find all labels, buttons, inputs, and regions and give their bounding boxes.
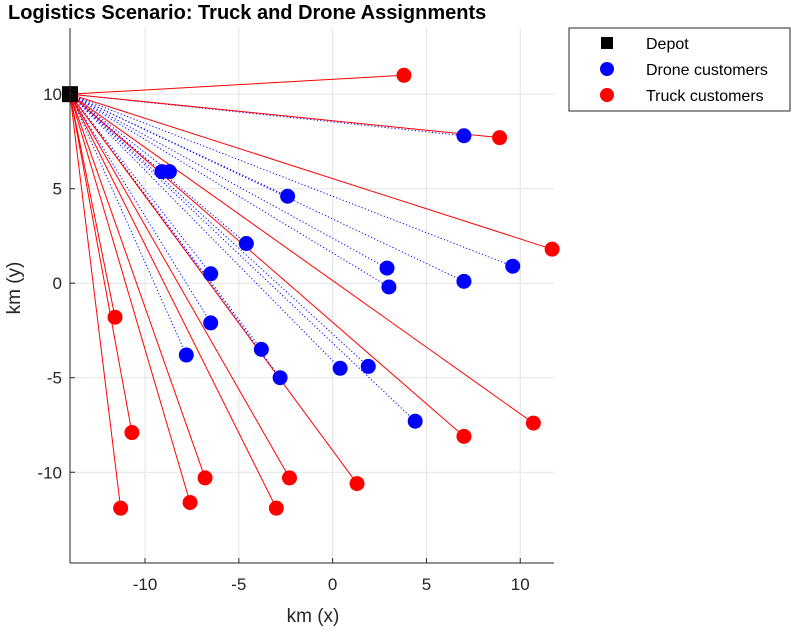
- legend-label-truck: Truck customers: [646, 88, 764, 105]
- truck-route: [69, 93, 500, 139]
- drone-route: [69, 93, 341, 369]
- truck-customer-point: [544, 241, 560, 257]
- drone-route: [69, 93, 369, 367]
- drone-customer-point: [280, 188, 296, 204]
- y-tick-label: -10: [37, 463, 62, 482]
- drone-route: [69, 93, 390, 288]
- drone-customer-point: [379, 260, 395, 276]
- drone-customer-point: [505, 258, 521, 274]
- truck-route: [69, 93, 277, 509]
- drone-customer-point: [332, 360, 348, 376]
- drone-route: [69, 93, 212, 324]
- y-tick-label: 0: [53, 274, 62, 293]
- drone-customer-point: [203, 266, 219, 282]
- truck-route: [69, 94, 116, 318]
- x-tick-label: -10: [133, 575, 158, 594]
- chart-title: Logistics Scenario: Truck and Drone Assi…: [8, 2, 486, 24]
- truck-customer-point: [113, 500, 129, 516]
- truck-customer-point: [281, 470, 297, 486]
- drone-route: [69, 93, 212, 275]
- drone-route: [69, 93, 513, 267]
- drone-customer-point: [238, 236, 254, 252]
- drone-customer-point: [161, 164, 177, 180]
- x-tick-label: 0: [328, 575, 337, 594]
- legend: Depot Drone customers Truck customers: [568, 27, 791, 112]
- truck-route: [69, 94, 122, 509]
- drone-route: [69, 93, 416, 422]
- y-tick-labels: -10 -5 0 5 10: [37, 85, 62, 482]
- truck-route: [69, 93, 534, 424]
- drone-customer-point: [360, 358, 376, 374]
- drone-customer-point: [203, 315, 219, 331]
- drone-route: [69, 93, 288, 197]
- x-tick-label: 10: [511, 575, 530, 594]
- legend-label-drone: Drone customers: [646, 62, 768, 79]
- drone-route: [69, 93, 388, 269]
- y-tick-label: 10: [43, 85, 62, 104]
- truck-customer-point: [107, 309, 123, 325]
- truck-route: [69, 93, 465, 437]
- drone-route: [69, 93, 465, 137]
- legend-label-depot: Depot: [646, 36, 689, 53]
- y-tick-label: -5: [47, 369, 62, 388]
- routes: [69, 74, 553, 509]
- legend-marker-depot: [601, 37, 613, 49]
- grid: [70, 28, 554, 563]
- drone-customer-point: [272, 370, 288, 386]
- truck-customer-point: [456, 428, 472, 444]
- truck-route: [69, 93, 553, 250]
- drone-customer-point: [178, 347, 194, 363]
- truck-customer-point: [268, 500, 284, 516]
- y-axis-label: km (y): [4, 262, 25, 315]
- drone-route: [69, 93, 170, 173]
- x-tick-label: -5: [231, 575, 246, 594]
- drone-customer-point: [456, 128, 472, 144]
- truck-customer-point: [396, 67, 412, 83]
- drone-customer-point: [381, 279, 397, 295]
- truck-customer-point: [492, 130, 508, 146]
- drone-customer-point: [456, 273, 472, 289]
- legend-marker-drone: [600, 62, 614, 76]
- drone-route: [69, 93, 465, 282]
- points: [62, 67, 560, 516]
- x-tick-labels: -10 -5 0 5 10: [133, 575, 530, 594]
- x-axis-label: km (x): [287, 606, 340, 627]
- truck-route: [69, 74, 404, 95]
- truck-route: [69, 94, 206, 479]
- truck-route: [69, 94, 191, 503]
- truck-customer-point: [124, 425, 140, 441]
- drone-customer-point: [407, 413, 423, 429]
- truck-customer-point: [525, 415, 541, 431]
- drone-customer-point: [253, 341, 269, 357]
- axes: [69, 28, 554, 564]
- truck-route: [69, 94, 133, 433]
- y-tick-label: 5: [53, 180, 62, 199]
- x-tick-label: 5: [422, 575, 431, 594]
- legend-marker-truck: [600, 88, 614, 102]
- drone-route: [69, 93, 187, 356]
- truck-customer-point: [349, 476, 365, 492]
- truck-customer-point: [197, 470, 213, 486]
- truck-route: [69, 93, 358, 484]
- truck-customer-point: [182, 495, 198, 511]
- truck-route: [69, 93, 290, 479]
- drone-route: [69, 93, 262, 350]
